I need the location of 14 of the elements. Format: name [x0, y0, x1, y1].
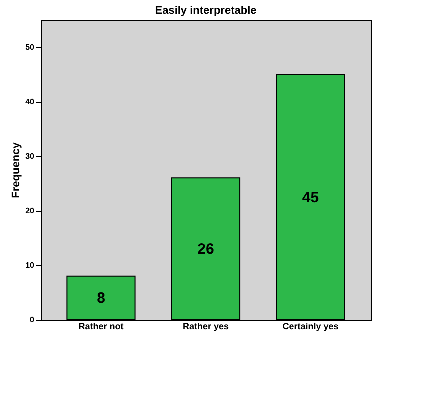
- data-label: 8: [97, 290, 106, 308]
- x-tick-label: Rather not: [78, 322, 124, 332]
- y-tick-label: 50: [26, 42, 36, 52]
- y-tick-label: 10: [26, 260, 36, 270]
- x-tick-label: Rather yes: [182, 322, 230, 332]
- x-tick-label: Certainly yes: [282, 322, 339, 332]
- y-tick-label: 30: [26, 152, 36, 161]
- data-label: 45: [302, 189, 320, 206]
- y-tick-label: 40: [26, 97, 36, 106]
- y-axis-title: Frequency: [10, 142, 23, 198]
- chart-title: Easily interpretable: [155, 5, 257, 17]
- y-tick-label: 20: [26, 206, 36, 216]
- data-label: 26: [198, 241, 214, 258]
- y-tick-label: 0: [30, 316, 36, 324]
